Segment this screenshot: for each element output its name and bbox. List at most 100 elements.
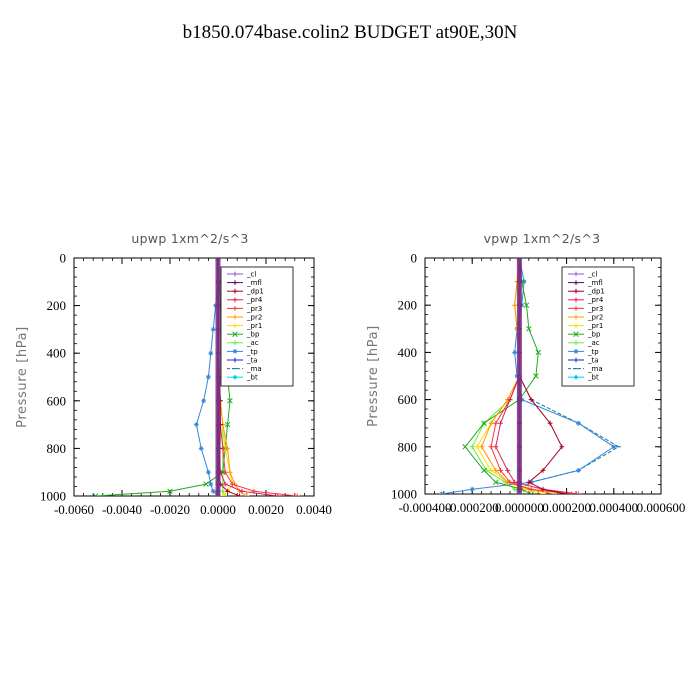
x-tick-label: 0.000400	[589, 500, 638, 515]
legend-label: _pr4	[246, 296, 263, 304]
data-point	[220, 493, 226, 496]
legend-label: _pr4	[587, 296, 604, 304]
y-tick-label: 200	[398, 298, 418, 313]
data-point	[210, 488, 216, 494]
data-point	[498, 420, 503, 426]
legend-entry: _bp	[568, 331, 601, 339]
legend-label: _pr2	[246, 313, 262, 321]
data-point	[244, 493, 250, 496]
data-point	[512, 302, 518, 308]
data-point	[469, 444, 475, 450]
data-point	[488, 420, 494, 426]
data-point	[194, 422, 199, 427]
data-point	[493, 420, 499, 426]
legend-label: _ac	[587, 339, 600, 347]
data-point	[474, 444, 480, 450]
y-axis-label: Pressure [hPa]	[366, 325, 381, 427]
x-tick-label: 0.000200	[542, 500, 591, 515]
data-point	[227, 398, 233, 404]
chart-panel-2: vpwp 1xm^2/s^3 Pressure [hPa] -0.000400-0.…	[366, 231, 685, 515]
page-title: b1850.074base.colin2 BUDGET at90E,30N	[182, 22, 518, 43]
legend-marker	[232, 374, 238, 380]
panel-title: upwp 1xm^2/s^3	[131, 231, 248, 246]
x-tick-label: -0.000200	[446, 500, 499, 515]
legend-marker	[232, 331, 238, 337]
legend-entry: _bp	[227, 331, 260, 339]
legend-marker	[573, 349, 579, 354]
legend-entry: _pr1	[227, 322, 262, 330]
data-point	[493, 479, 499, 485]
legend-entry: _mfl	[568, 279, 603, 287]
data-point	[481, 420, 487, 426]
series-dp1	[517, 258, 569, 494]
legend-marker	[573, 280, 579, 285]
legend-marker	[232, 314, 238, 320]
legend-marker	[232, 323, 238, 328]
y-tick-label: 1000	[391, 487, 417, 502]
legend-marker	[232, 306, 238, 311]
legend-entry: _ma	[227, 365, 262, 373]
minor-ticks	[73, 257, 315, 497]
series-line	[476, 258, 544, 494]
data-point	[576, 491, 581, 494]
data-point	[198, 446, 204, 451]
data-point	[559, 444, 565, 450]
legend-label: _pr3	[246, 305, 262, 313]
legend-label: _dp1	[246, 288, 264, 296]
legend-marker	[232, 271, 238, 277]
data-point	[611, 444, 617, 450]
data-point	[568, 491, 574, 494]
x-tick-label: 0.0000	[200, 502, 236, 517]
series-line	[490, 258, 572, 494]
data-point	[505, 468, 510, 473]
legend-entry: _tp	[227, 348, 258, 356]
y-tick-label: 600	[47, 393, 67, 408]
data-point	[523, 302, 530, 308]
legend-entry: _pr2	[227, 313, 262, 321]
x-tick-label: 0.000000	[495, 500, 544, 515]
x-tick-label: -0.0060	[54, 502, 94, 517]
legend-entry: _dp1	[227, 288, 264, 296]
data-point	[206, 469, 211, 475]
x-tick-label: -0.000400	[398, 500, 451, 515]
plot-area	[439, 258, 621, 494]
y-tick-label: 200	[47, 298, 67, 313]
legend-marker	[232, 280, 238, 285]
legend-label: _pr1	[587, 322, 603, 330]
x-tick-label: 0.0040	[296, 502, 332, 517]
legend-entry: _ac	[568, 339, 600, 347]
legend-entry: _bt	[568, 374, 599, 382]
data-point	[526, 326, 532, 332]
data-point	[528, 486, 534, 492]
series-pr1	[474, 258, 546, 494]
data-point	[275, 493, 281, 496]
legend-entry: _ac	[227, 339, 259, 347]
legend-marker	[573, 271, 579, 277]
data-point	[507, 479, 513, 485]
legend-entry: _pr4	[568, 296, 604, 304]
legend-marker	[232, 349, 238, 354]
panel-title: vpwp 1xm^2/s^3	[484, 231, 601, 246]
legend-entry: _ta	[227, 356, 258, 364]
y-tick-label: 0	[60, 251, 67, 266]
legend-label: _pr2	[587, 313, 603, 321]
data-point	[222, 481, 228, 487]
legend-marker	[573, 314, 579, 320]
legend-label: _ta	[587, 356, 599, 364]
legend-label: _tp	[587, 348, 599, 356]
data-point	[507, 397, 513, 402]
legend-marker	[232, 288, 238, 294]
data-point	[576, 420, 581, 426]
legend-entry: _mfl	[227, 279, 262, 287]
legend-label: _pr3	[587, 305, 603, 313]
legend: _cl_mfl_dp1_pr4_pr3_pr2_pr1_bp_ac_tp_ta_…	[561, 266, 635, 387]
y-tick-label: 0	[411, 251, 418, 266]
legend-marker	[232, 340, 238, 346]
data-point	[576, 468, 581, 473]
data-point	[208, 350, 214, 356]
legend-marker	[573, 288, 579, 294]
legend-entry: _cl	[227, 270, 256, 278]
zero-profile-bar	[516, 258, 522, 494]
data-point	[493, 468, 499, 473]
legend-label: _ma	[587, 365, 603, 373]
